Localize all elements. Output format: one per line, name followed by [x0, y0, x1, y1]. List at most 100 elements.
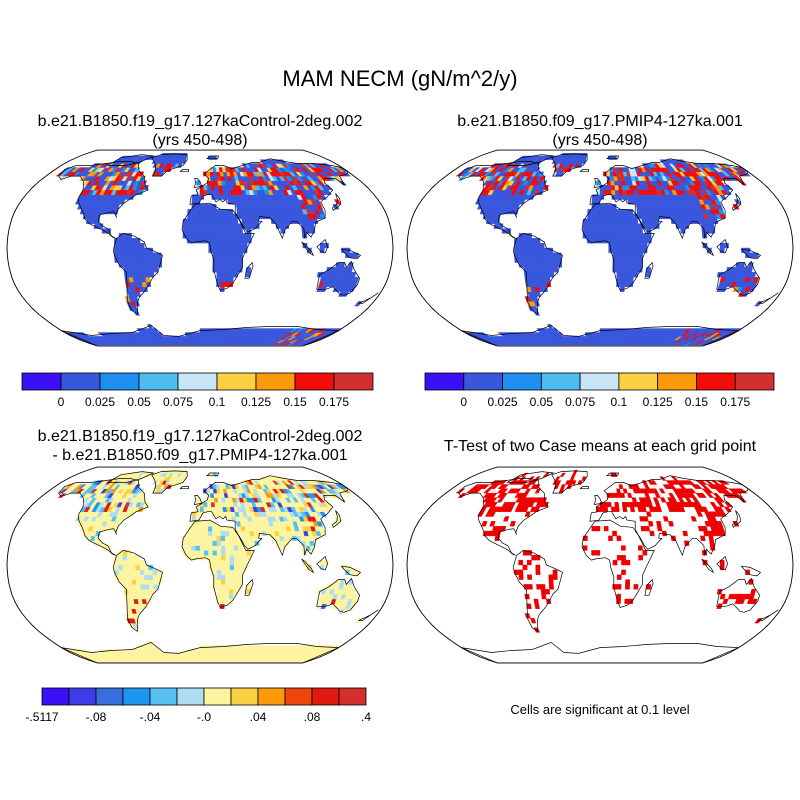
grid-cell: [229, 242, 235, 249]
grid-cell: [195, 194, 201, 200]
grid-cell: [591, 526, 597, 532]
grid-cell: [148, 574, 154, 580]
grid-cell: [225, 540, 230, 546]
grid-cell: [684, 540, 690, 546]
colorbar-tick-label: 0.15: [283, 395, 307, 409]
grid-cell: [555, 480, 562, 485]
grid-cell: [199, 342, 203, 346]
grid-cell: [122, 574, 128, 580]
grid-cell: [113, 247, 119, 254]
grid-cell: [349, 252, 355, 258]
grid-cell: [238, 559, 244, 566]
grid-cell: [220, 530, 226, 537]
grid-cell: [225, 550, 231, 556]
grid-cell: [224, 281, 230, 288]
grid-cell: [552, 257, 558, 263]
coastline-borneo: [316, 238, 328, 254]
grid-cell: [701, 506, 709, 512]
grid-cell: [629, 252, 635, 258]
grid-cell: [216, 535, 222, 541]
grid-cell: [208, 233, 214, 239]
coastline-greenland: [551, 153, 588, 177]
grid-cell: [234, 564, 239, 571]
grid-cell: [238, 564, 244, 571]
grid-cell: [233, 574, 239, 580]
grid-cell: [220, 598, 226, 605]
grid-cell: [638, 247, 644, 254]
grid-cell: [625, 233, 631, 239]
grid-cell: [233, 223, 239, 229]
grid-cell: [559, 472, 566, 477]
grid-cell: [118, 559, 124, 566]
grid-cell: [603, 218, 609, 224]
grid-cell: [224, 593, 230, 600]
grid-cell: [548, 574, 554, 580]
grid-cell: [212, 213, 217, 220]
grid-cell: [208, 559, 214, 566]
grid-cell: [621, 247, 626, 254]
grid-cell: [614, 506, 620, 512]
grid-cell: [236, 209, 242, 215]
grid-cell: [658, 488, 666, 494]
grid-cell: [620, 262, 626, 268]
grid-cell: [544, 252, 549, 258]
grid-cell: [645, 213, 651, 220]
grid-cell: [702, 559, 708, 566]
grid-cell: [225, 223, 230, 229]
grid-cell: [747, 267, 753, 273]
grid-cell: [216, 584, 222, 590]
coastline-iceland: [179, 169, 190, 173]
grid-cell: [196, 649, 201, 654]
grid-cell: [552, 252, 558, 258]
grid-cell: [250, 223, 256, 229]
grid-cell: [595, 526, 601, 532]
grid-cell: [196, 336, 201, 341]
coastline-south-america: [512, 233, 563, 315]
coastline-svalbard: [206, 155, 220, 160]
grid-cell: [612, 233, 618, 239]
grid-cell: [535, 555, 541, 561]
grid-cell: [611, 204, 617, 210]
grid-cell: [203, 218, 209, 224]
grid-cell: [212, 228, 218, 234]
grid-cell: [212, 545, 218, 551]
grid-cell: [229, 555, 235, 561]
grid-cell: [241, 530, 247, 537]
grid-cell: [535, 262, 541, 268]
grid-cell: [503, 516, 510, 522]
coastline-antarctica: [61, 325, 339, 347]
grid-cell: [148, 584, 154, 590]
grid-cell: [332, 204, 340, 210]
grid-cell: [208, 242, 214, 249]
grid-cell: [625, 247, 631, 254]
grid-cell: [621, 233, 626, 239]
coastline-sumatra: [701, 558, 715, 574]
grid-cell: [140, 589, 146, 595]
grid-cell: [122, 238, 128, 244]
grid-cell: [139, 257, 145, 263]
grid-cell: [131, 267, 138, 273]
grid-cell: [191, 209, 197, 215]
grid-cell: [221, 555, 226, 561]
grid-cell: [211, 506, 216, 512]
grid-cell: [620, 228, 626, 234]
grid-cell: [586, 228, 592, 234]
grid-cell: [216, 555, 222, 561]
grid-cell: [624, 281, 630, 288]
grid-cell: [139, 242, 145, 249]
grid-cell: [245, 218, 251, 224]
grid-cell: [203, 535, 209, 541]
grid-cell: [548, 252, 554, 258]
grid-cell: [233, 569, 239, 575]
coastline-japan: [731, 193, 742, 211]
grid-cell: [616, 252, 622, 258]
grid-cell: [339, 579, 346, 585]
grid-cell: [216, 276, 222, 283]
grid-cell: [199, 535, 205, 541]
grid-cell: [524, 593, 530, 600]
coastlines: [58, 470, 379, 664]
grid-cell: [229, 257, 235, 263]
grid-cell: [193, 332, 198, 337]
panel-2-title-line2: (yrs 450-498): [552, 132, 648, 149]
panel-3-title-line2: - b.e21.B1850.f09_g17.PMIP4-127ka.001: [52, 447, 348, 464]
